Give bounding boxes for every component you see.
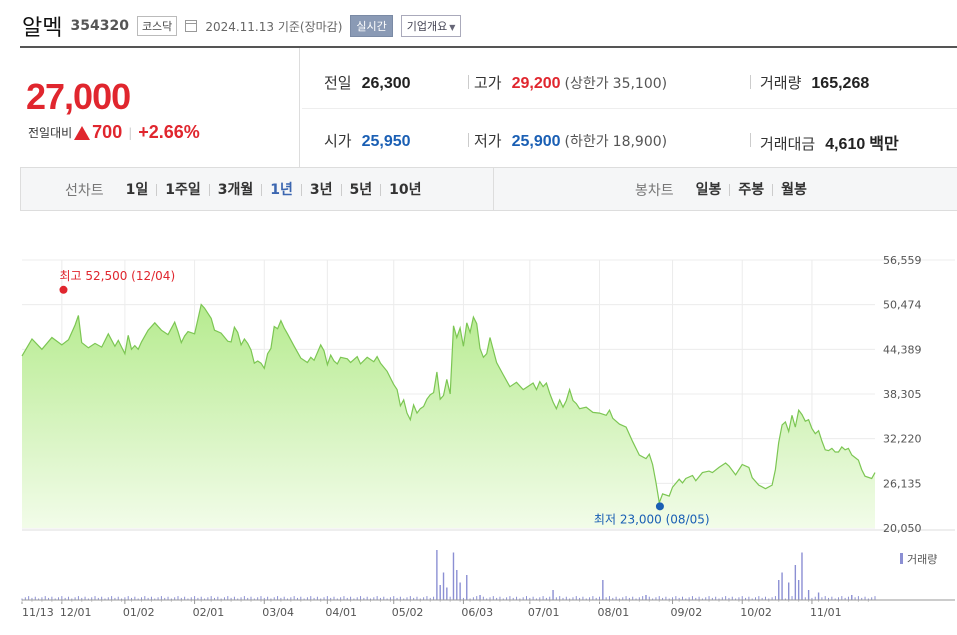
line-chart-periods: 선차트 1일 1주일 3개월 1년 3년 5년 10년 bbox=[65, 168, 430, 211]
period-3m[interactable]: 3개월 bbox=[210, 183, 263, 197]
divider bbox=[302, 108, 957, 109]
x-tick-label: 11/01 bbox=[810, 606, 842, 619]
caret-down-icon: ▼ bbox=[449, 23, 456, 32]
x-tick-label: 08/01 bbox=[598, 606, 630, 619]
price-area bbox=[22, 304, 875, 528]
volume-legend-label: 거래량 bbox=[907, 553, 937, 566]
open-label: 시가 bbox=[324, 132, 352, 150]
x-tick-label: 07/01 bbox=[528, 606, 560, 619]
up-arrow-icon bbox=[74, 125, 91, 140]
current-price-panel: 27,000 전일대비 700 | +2.66% bbox=[20, 48, 300, 168]
trade-value: 4,610 bbox=[825, 136, 866, 153]
high-cell: 고가 29,200 (상한가 35,100) bbox=[474, 72, 667, 93]
y-tick-label: 32,220 bbox=[883, 433, 922, 446]
volume-cell: 거래량 165,268 bbox=[760, 72, 869, 93]
x-tick-label: 12/01 bbox=[60, 606, 92, 619]
trade-value-unit: 백만 bbox=[869, 136, 899, 153]
max-marker bbox=[59, 285, 68, 294]
x-tick-label: 06/03 bbox=[461, 606, 493, 619]
prev-close-cell: 전일 26,300 bbox=[324, 72, 411, 93]
stock-title-row: 알멕 354320 코스닥 2024.11.13 기준(장마감) 실시간 기업개… bbox=[22, 10, 462, 42]
realtime-button[interactable]: 실시간 bbox=[350, 15, 393, 37]
low-cell: 저가 25,900 (하한가 18,900) bbox=[474, 130, 667, 151]
volume-value: 165,268 bbox=[811, 75, 870, 92]
change-amount: 700 bbox=[92, 122, 123, 142]
chart-markers: 최고 52,500 (12/04) 최저 23,000 (08/05) bbox=[59, 269, 710, 526]
y-axis-ticks: 56,559 50,474 44,389 38,305 32,220 26,135 20,0… bbox=[883, 254, 922, 535]
x-tick-label: 04/01 bbox=[325, 606, 357, 619]
period-1w[interactable]: 1주일 bbox=[157, 183, 210, 197]
period-1y[interactable]: 1년 bbox=[262, 183, 302, 197]
volume-legend-swatch bbox=[900, 553, 903, 564]
candle-weekly[interactable]: 주봉 bbox=[730, 183, 774, 197]
divider: | bbox=[128, 125, 133, 140]
x-tick-label: 10/02 bbox=[740, 606, 772, 619]
candle-chart-periods: 봉차트 일봉 주봉 월봉 bbox=[635, 168, 815, 211]
prev-close-label: 전일 bbox=[324, 74, 352, 92]
stock-name: 알멕 bbox=[22, 16, 63, 41]
divider bbox=[750, 75, 751, 89]
period-3y[interactable]: 3년 bbox=[302, 183, 342, 197]
divider bbox=[468, 75, 469, 89]
y-tick-label: 44,389 bbox=[883, 343, 922, 356]
period-5y[interactable]: 5년 bbox=[342, 183, 382, 197]
max-annotation: 최고 52,500 (12/04) bbox=[59, 269, 175, 283]
volume-label: 거래량 bbox=[760, 74, 802, 92]
low-value: 25,900 bbox=[511, 133, 561, 150]
open-value: 25,950 bbox=[361, 133, 411, 150]
period-1d[interactable]: 1일 bbox=[118, 183, 158, 197]
candle-daily[interactable]: 일봉 bbox=[688, 183, 731, 197]
lower-limit-label: (하한가 bbox=[564, 134, 609, 150]
reference-date: 2024.11.13 기준(장마감) bbox=[205, 19, 343, 34]
company-info-label: 기업개요 bbox=[406, 20, 448, 33]
lower-limit-value: 18,900) bbox=[612, 134, 668, 150]
change-row: 전일대비 700 | +2.66% bbox=[28, 122, 200, 143]
y-tick-label: 26,135 bbox=[883, 477, 922, 490]
x-tick-label: 03/04 bbox=[262, 606, 294, 619]
candle-chart-label: 봉차트 bbox=[635, 182, 674, 199]
trade-value-label: 거래대금 bbox=[760, 135, 816, 153]
x-tick-label: 05/02 bbox=[392, 606, 424, 619]
period-10y[interactable]: 10년 bbox=[389, 181, 422, 198]
y-tick-label: 38,305 bbox=[883, 388, 922, 401]
volume-bars: 거래량 bbox=[21, 550, 937, 600]
divider bbox=[493, 168, 494, 211]
company-info-button[interactable]: 기업개요 ▼ bbox=[400, 15, 462, 37]
divider bbox=[468, 133, 469, 147]
current-price: 27,000 bbox=[26, 76, 131, 117]
price-summary: 27,000 전일대비 700 | +2.66% 전일 26,300 고가 29… bbox=[20, 48, 957, 168]
x-tick-label: 02/01 bbox=[193, 606, 225, 619]
change-percent: +2.66% bbox=[138, 122, 200, 142]
period-selector: 선차트 1일 1주일 3개월 1년 3년 5년 10년 봉차트 일봉 주봉 월봉 bbox=[20, 168, 957, 211]
min-marker bbox=[655, 502, 664, 511]
stock-code: 354320 bbox=[70, 18, 129, 34]
y-tick-label: 50,474 bbox=[883, 299, 922, 312]
open-cell: 시가 25,950 bbox=[324, 130, 411, 151]
header-rule bbox=[20, 46, 957, 48]
prev-close-value: 26,300 bbox=[361, 75, 411, 92]
high-label: 고가 bbox=[474, 74, 502, 92]
low-label: 저가 bbox=[474, 132, 502, 150]
price-chart: 56,559 50,474 44,389 38,305 32,220 26,135 20,0… bbox=[21, 254, 955, 619]
change-label: 전일대비 bbox=[28, 126, 73, 140]
price-stats-grid: 전일 26,300 고가 29,200 (상한가 35,100) 거래량 165… bbox=[302, 48, 957, 168]
x-tick-label: 01/02 bbox=[123, 606, 155, 619]
x-tick-label: 11/13 bbox=[22, 606, 54, 619]
high-value: 29,200 bbox=[511, 75, 561, 92]
y-tick-label: 20,050 bbox=[883, 522, 922, 535]
min-annotation: 최저 23,000 (08/05) bbox=[594, 512, 710, 526]
market-badge: 코스닥 bbox=[136, 16, 178, 36]
calendar-icon bbox=[185, 20, 198, 32]
upper-limit-label: (상한가 bbox=[564, 76, 609, 92]
candle-monthly[interactable]: 월봉 bbox=[781, 181, 807, 198]
x-tick-label: 09/02 bbox=[671, 606, 703, 619]
x-axis-ticks: 11/13 12/01 01/02 02/01 03/04 04/01 05/02 06/03… bbox=[21, 599, 955, 619]
line-chart-label: 선차트 bbox=[65, 182, 104, 199]
upper-limit-value: 35,100) bbox=[612, 76, 668, 92]
y-tick-label: 56,559 bbox=[883, 254, 922, 267]
price-line bbox=[21, 303, 876, 506]
trade-value-cell: 거래대금 4,610 백만 bbox=[760, 130, 899, 154]
divider bbox=[750, 133, 751, 147]
